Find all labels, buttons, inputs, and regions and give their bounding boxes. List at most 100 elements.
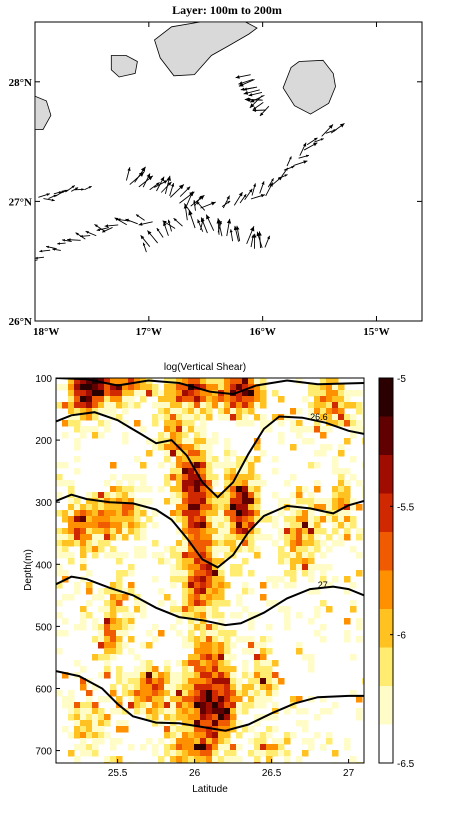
heatmap-cell — [68, 414, 75, 421]
heatmap-cell — [278, 510, 285, 517]
heatmap-cell — [200, 570, 207, 577]
heatmap-cell — [338, 408, 345, 415]
heatmap-cell — [92, 684, 99, 691]
heatmap-cell — [92, 726, 99, 733]
heatmap-cell — [116, 624, 123, 631]
heatmap-cell — [260, 702, 267, 709]
heatmap-cell — [332, 420, 339, 427]
heatmap-cell — [200, 648, 207, 655]
heatmap-cell — [248, 672, 255, 679]
colorbar-tick-label: -5 — [397, 374, 406, 385]
heatmap-cell — [248, 726, 255, 733]
heatmap-cell — [218, 528, 225, 535]
heatmap-cell — [326, 546, 333, 553]
lon-tick-label: 18°W — [33, 326, 59, 338]
heatmap-cell — [104, 534, 111, 541]
arrows-layer — [35, 74, 345, 261]
heatmap-cell — [272, 540, 279, 547]
heatmap-cell — [212, 690, 219, 697]
heatmap-cell — [74, 516, 81, 523]
heatmap-cell — [188, 594, 195, 601]
heatmap-cell — [278, 576, 285, 583]
heatmap-cell — [104, 402, 111, 409]
heatmap-cell — [272, 738, 279, 745]
heatmap-cell — [128, 522, 135, 529]
heatmap-cell — [194, 720, 201, 727]
heatmap-cell — [164, 690, 171, 697]
heatmap-cell — [200, 642, 207, 649]
heatmap-cell — [224, 534, 231, 541]
heatmap-cell — [170, 414, 177, 421]
heatmap-cell — [236, 720, 243, 727]
heatmap-cell — [92, 654, 99, 661]
heatmap-cell — [302, 516, 309, 523]
heatmap-cell — [194, 510, 201, 517]
heatmap-cell — [230, 486, 237, 493]
heatmap-cell — [206, 654, 213, 661]
heatmap-cell — [134, 504, 141, 511]
heatmap-cell — [248, 678, 255, 685]
heatmap-cell — [68, 510, 75, 517]
heatmap-cell — [296, 486, 303, 493]
heatmap-cell — [212, 642, 219, 649]
heatmap-cell — [218, 510, 225, 517]
heatmap-cell — [212, 402, 219, 409]
heatmap-cell — [218, 630, 225, 637]
heatmap-cell — [98, 408, 105, 415]
heatmap-cell — [206, 510, 213, 517]
heatmap-cell — [296, 426, 303, 433]
heatmap-cell — [134, 672, 141, 679]
heatmap-cell — [254, 504, 261, 511]
heatmap-cell — [158, 414, 165, 421]
heatmap-cell — [230, 696, 237, 703]
heatmap-cell — [122, 552, 129, 559]
heatmap-cell — [68, 594, 75, 601]
heatmap-cell — [206, 666, 213, 673]
heatmap-cell — [242, 480, 249, 487]
heatmap-cell — [140, 702, 147, 709]
heatmap-cell — [116, 522, 123, 529]
isopycnal-line — [56, 493, 364, 569]
heatmap-cell — [296, 558, 303, 565]
heatmap-cell — [110, 600, 117, 607]
heatmap-cell — [56, 600, 63, 607]
heatmap-cell — [332, 492, 339, 499]
heatmap-cell — [152, 552, 159, 559]
heatmap-cell — [212, 654, 219, 661]
heatmap-cell — [260, 420, 267, 427]
heatmap-cell — [224, 516, 231, 523]
heatmap-cell — [194, 522, 201, 529]
heatmap-cell — [194, 756, 201, 763]
heatmap-cell — [206, 732, 213, 739]
velocity-arrow — [134, 166, 146, 183]
heatmap-cell — [224, 522, 231, 529]
heatmap-cell — [158, 444, 165, 451]
heatmap-cell — [80, 546, 87, 553]
heatmap-cell — [230, 690, 237, 697]
heatmap-cell — [74, 510, 81, 517]
heatmap-cell — [206, 570, 213, 577]
heatmap-cell — [98, 606, 105, 613]
heatmap-cell — [134, 690, 141, 697]
heatmap-cell — [356, 714, 363, 721]
heatmap-cell — [164, 684, 171, 691]
heatmap-cell — [284, 750, 291, 757]
heatmap-cell — [308, 390, 315, 397]
heatmap-cell — [224, 528, 231, 535]
heatmap-cell — [266, 666, 273, 673]
heatmap-cell — [350, 504, 357, 511]
heatmap-cell — [236, 594, 243, 601]
heatmap-cell — [326, 402, 333, 409]
heatmap-cell — [194, 594, 201, 601]
heatmap-cell — [182, 756, 189, 763]
heatmap-cell — [236, 396, 243, 403]
heatmap-cell — [74, 732, 81, 739]
heatmap-cell — [230, 720, 237, 727]
heatmap-cell — [212, 522, 219, 529]
heatmap-cell — [320, 432, 327, 439]
heatmap-cell — [110, 384, 117, 391]
heatmap-cell — [194, 606, 201, 613]
heatmap-cell — [182, 516, 189, 523]
heatmap-cell — [188, 564, 195, 571]
heatmap-cell — [206, 558, 213, 565]
